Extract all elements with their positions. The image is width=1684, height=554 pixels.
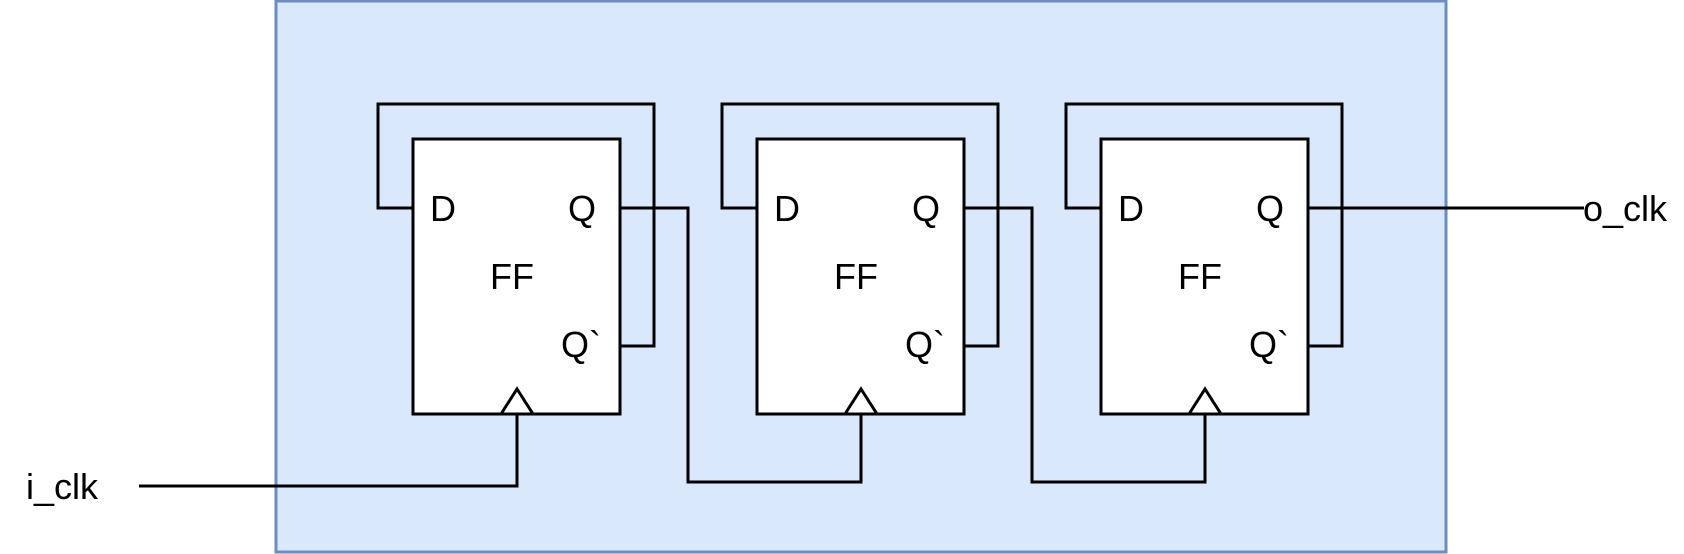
flip-flop-2: D Q FF Q` bbox=[720, 102, 1000, 416]
flip-flop-3: D Q FF Q` bbox=[1064, 102, 1344, 416]
flip-flop-1-d-label: D bbox=[430, 188, 456, 229]
flip-flop-3-box bbox=[1099, 137, 1310, 416]
flip-flop-2-box bbox=[755, 137, 966, 416]
flip-flop-3-q-label: Q bbox=[1256, 188, 1284, 229]
flip-flop-3-name: FF bbox=[1178, 256, 1222, 297]
feedback-wire-1 bbox=[376, 102, 656, 348]
flip-flop-3-d-label: D bbox=[1118, 188, 1144, 229]
q1-to-clock2-wire bbox=[620, 206, 863, 484]
feedback-wire-2 bbox=[720, 102, 1000, 348]
q2-to-clock3-wire bbox=[964, 206, 1207, 484]
flip-flop-1-box bbox=[411, 137, 622, 416]
output-clock-label: o_clk bbox=[1583, 188, 1668, 229]
flip-flop-2-name: FF bbox=[834, 256, 878, 297]
flip-flop-2-qbar-label: Q` bbox=[905, 324, 945, 365]
flip-flop-1-q-label: Q bbox=[568, 188, 596, 229]
flip-flop-2-q-label: Q bbox=[912, 188, 940, 229]
input-clock-wire bbox=[139, 414, 519, 488]
flip-flop-1-qbar-label: Q` bbox=[561, 324, 601, 365]
flip-flop-1: D Q FF Q` bbox=[376, 102, 656, 416]
flip-flop-3-qbar-label: Q` bbox=[1249, 324, 1289, 365]
flip-flop-1-name: FF bbox=[490, 256, 534, 297]
feedback-wire-3 bbox=[1064, 102, 1344, 348]
input-clock-label: i_clk bbox=[26, 466, 99, 507]
flip-flop-2-d-label: D bbox=[774, 188, 800, 229]
